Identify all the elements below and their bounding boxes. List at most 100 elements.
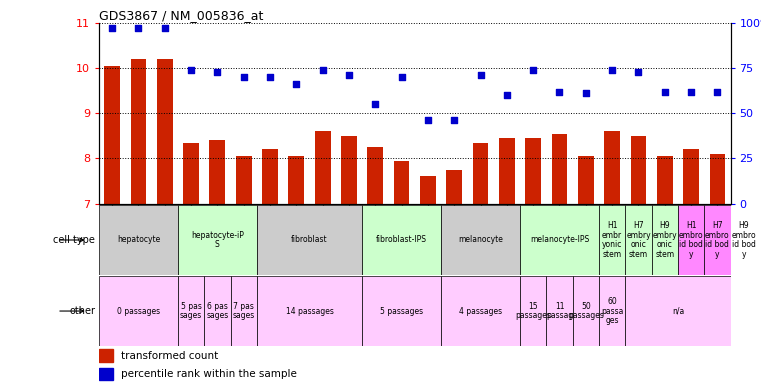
- Bar: [520, 205, 599, 275]
- Point: [264, 74, 276, 80]
- Point: [448, 118, 460, 124]
- Bar: [651, 205, 678, 275]
- Point: [106, 25, 118, 31]
- Text: H7
embro
id bod
y: H7 embro id bod y: [705, 221, 730, 259]
- Text: GDS3867 / NM_005836_at: GDS3867 / NM_005836_at: [99, 9, 263, 22]
- Bar: [362, 276, 441, 346]
- Bar: [499, 138, 514, 204]
- Text: fibroblast-IPS: fibroblast-IPS: [376, 235, 427, 245]
- Point: [501, 92, 513, 98]
- Bar: [525, 138, 541, 204]
- Bar: [183, 142, 199, 204]
- Bar: [256, 276, 362, 346]
- Text: 6 pas
sages: 6 pas sages: [206, 302, 228, 320]
- Bar: [204, 276, 231, 346]
- Point: [553, 89, 565, 95]
- Text: melanocyte: melanocyte: [458, 235, 503, 245]
- Bar: [99, 349, 113, 362]
- Text: cell type: cell type: [53, 235, 95, 245]
- Bar: [178, 205, 256, 275]
- Text: 4 passages: 4 passages: [459, 306, 502, 316]
- Point: [237, 74, 250, 80]
- Bar: [99, 368, 113, 380]
- Text: H1
embr
yonic
stem: H1 embr yonic stem: [602, 221, 622, 259]
- Bar: [99, 205, 178, 275]
- Text: 5 pas
sages: 5 pas sages: [180, 302, 202, 320]
- Bar: [678, 205, 704, 275]
- Text: hepatocyte: hepatocyte: [116, 235, 160, 245]
- Point: [580, 90, 592, 96]
- Bar: [599, 276, 626, 346]
- Text: percentile rank within the sample: percentile rank within the sample: [121, 369, 298, 379]
- Bar: [604, 131, 620, 204]
- Text: H7
embry
onic
stem: H7 embry onic stem: [626, 221, 651, 259]
- Text: melanocyte-IPS: melanocyte-IPS: [530, 235, 589, 245]
- Text: fibroblast: fibroblast: [291, 235, 328, 245]
- Text: 0 passages: 0 passages: [117, 306, 160, 316]
- Bar: [473, 142, 489, 204]
- Bar: [362, 205, 441, 275]
- Point: [712, 89, 724, 95]
- Bar: [262, 149, 278, 204]
- Point: [212, 69, 224, 75]
- Text: other: other: [69, 306, 95, 316]
- Point: [685, 89, 697, 95]
- Bar: [578, 156, 594, 204]
- Bar: [315, 131, 330, 204]
- Text: n/a: n/a: [672, 306, 684, 316]
- Text: H9
embro
id bod
y: H9 embro id bod y: [731, 221, 756, 259]
- Bar: [99, 276, 178, 346]
- Text: H1
embro
id bod
y: H1 embro id bod y: [679, 221, 703, 259]
- Point: [632, 69, 645, 75]
- Bar: [104, 66, 120, 204]
- Point: [396, 74, 408, 80]
- Bar: [231, 276, 256, 346]
- Bar: [420, 177, 436, 204]
- Bar: [368, 147, 383, 204]
- Bar: [704, 205, 731, 275]
- Text: 7 pas
sages: 7 pas sages: [233, 302, 255, 320]
- Text: 60
passa
ges: 60 passa ges: [601, 297, 623, 325]
- Point: [659, 89, 671, 95]
- Point: [422, 118, 434, 124]
- Text: 5 passages: 5 passages: [380, 306, 423, 316]
- Bar: [631, 136, 646, 204]
- Text: 50
passages: 50 passages: [568, 302, 603, 320]
- Bar: [657, 156, 673, 204]
- Point: [606, 67, 618, 73]
- Bar: [393, 161, 409, 204]
- Bar: [288, 156, 304, 204]
- Point: [185, 67, 197, 73]
- Point: [317, 67, 329, 73]
- Bar: [709, 154, 725, 204]
- Text: 11
passag: 11 passag: [546, 302, 573, 320]
- Bar: [209, 141, 225, 204]
- Bar: [236, 156, 252, 204]
- Point: [290, 81, 302, 88]
- Bar: [446, 170, 462, 204]
- Bar: [131, 59, 146, 204]
- Point: [343, 72, 355, 78]
- Bar: [441, 205, 520, 275]
- Bar: [572, 276, 599, 346]
- Bar: [256, 205, 362, 275]
- Bar: [546, 276, 572, 346]
- Bar: [731, 205, 757, 275]
- Bar: [341, 136, 357, 204]
- Text: transformed count: transformed count: [121, 351, 218, 361]
- Bar: [626, 276, 731, 346]
- Point: [527, 67, 540, 73]
- Text: 15
passages: 15 passages: [515, 302, 551, 320]
- Bar: [178, 276, 204, 346]
- Bar: [552, 134, 568, 204]
- Bar: [520, 276, 546, 346]
- Bar: [157, 59, 173, 204]
- Text: H9
embry
onic
stem: H9 embry onic stem: [652, 221, 677, 259]
- Text: hepatocyte-iP
S: hepatocyte-iP S: [191, 231, 244, 249]
- Bar: [683, 149, 699, 204]
- Bar: [626, 205, 651, 275]
- Bar: [441, 276, 520, 346]
- Point: [132, 25, 145, 31]
- Point: [369, 101, 381, 108]
- Bar: [599, 205, 626, 275]
